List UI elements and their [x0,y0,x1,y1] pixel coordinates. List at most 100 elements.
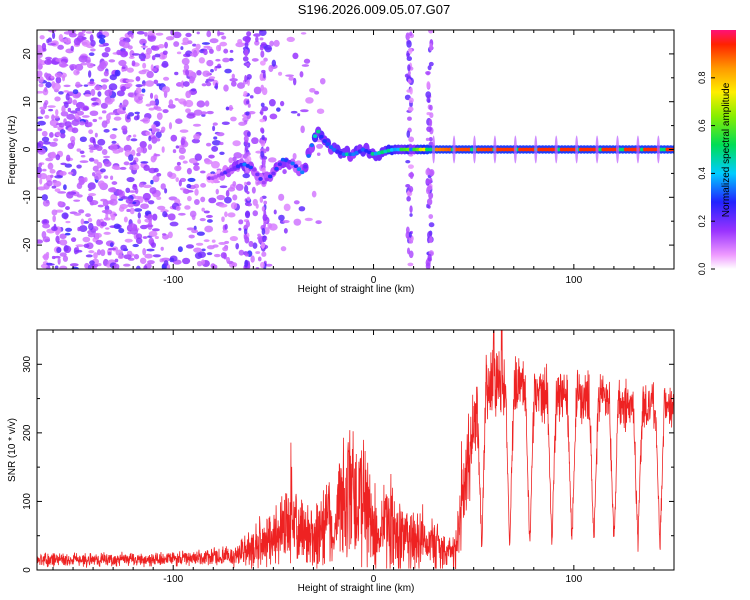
spectrogram-noise-blob [187,177,196,183]
spectrogram-noise-blob [75,244,85,248]
snr-x-tick-label: 0 [371,574,377,585]
spectrogram-noise-blob [148,107,155,111]
spectrogram-noise-blob [253,33,261,37]
spectrogram-noise-blob [127,92,134,98]
spectrogram-noise-blob [38,63,43,70]
spectrogram-noise-blob [160,209,169,213]
spectrogram-noise-blob [65,206,70,211]
spectrogram-noise-blob [82,220,90,224]
spectrogram-noise-blob [143,164,150,172]
spectrogram-noise-blob [109,74,117,81]
spectrogram-noise-blob [264,44,273,53]
spectrogram-noise-blob [39,106,46,110]
spectrogram-noise-blob [107,187,117,193]
spectrogram-noise-blob [57,191,67,194]
spectrogram-streak-blob [427,205,431,209]
spectrogram-streak-blob [261,167,266,174]
spectrogram-noise-blob [201,83,207,87]
spectrogram-noise-blob [85,254,93,258]
spectrogram-noise-blob [55,209,64,213]
spectrogram-noise-blob [286,36,295,42]
spectrogram-noise-blob [98,116,103,120]
spectrogram-streak-blob [244,36,251,44]
spectrogram-noise-blob [100,221,107,227]
spectrogram-trace-core [322,139,327,143]
spectrogram-trace-core [232,165,238,170]
spectrogram-noise-blob [167,231,173,239]
colorbar: 0.0 0.2 0.4 0.6 0.8 Normalized spectral ampl… [697,30,736,275]
spectrogram-noise-blob [89,34,94,42]
spectrogram-streak-blob [409,213,413,217]
spectrogram-noise-blob [195,242,204,246]
spectrogram-noise-blob [52,82,61,91]
spectrogram-noise-blob [158,43,165,49]
spectrogram-noise-blob [283,203,291,212]
spectrogram-streak-blob [262,213,268,221]
spectrogram-noise-blob [65,93,70,101]
spectrogram-streak-blob [407,116,412,121]
spectrogram-trace-core [418,147,424,152]
spectrogram-trace-core [495,147,500,152]
spectrogram-noise-blob [278,193,285,201]
spectrogram-noise-blob [196,100,206,108]
spectrogram-noise-blob [123,254,132,260]
spectrogram-noise-blob [51,185,57,189]
spectrogram-trace-core [392,147,398,152]
spectrogram-noise-blob [185,32,192,38]
spectrogram-noise-blob [126,67,134,73]
spectrogram-streak-blob [409,31,413,36]
spectrogram-noise-blob [146,47,152,55]
spectrogram-streak-blob [243,135,249,143]
spectrogram-noise-blob [228,157,233,164]
spectrogram-noise-blob [120,196,129,200]
spectrogram-trace-core [316,129,321,134]
spectrogram-noise-blob [62,255,69,262]
spectrogram-noise-blob [95,84,100,91]
spectrogram-noise-blob [67,171,74,175]
spectrogram-noise-blob [300,32,307,35]
spectrogram-noise-blob [150,179,154,185]
spectrogram-noise-blob [194,252,203,259]
spectrogram-noise-blob [92,118,98,123]
spectrogram-noise-blob [42,47,47,52]
colorbar-ticks: 0.0 0.2 0.4 0.6 0.8 [697,72,715,275]
spectrogram-trace-core [517,147,523,152]
spectrogram-streak-blob [246,62,250,67]
spectrogram-noise-blob [203,49,208,56]
spectrogram-noise-blob [97,180,105,188]
spectrogram-trace-core [283,158,289,163]
spectrogram-marks [37,30,674,269]
spectrogram-noise-blob [80,62,88,66]
spectrogram-noise-blob [98,38,106,45]
spectrogram-streak-blob [408,231,412,238]
spectrogram-noise-blob [154,235,159,240]
spectrogram-noise-blob [298,206,306,212]
spectrogram-trace-core [245,164,250,168]
spectrogram-streak-blob [263,200,268,205]
spectrogram-streak-blob [426,186,431,195]
spectrogram-noise-blob [314,90,320,95]
spectrogram-noise-blob [152,213,158,221]
spectrogram-noise-blob [100,102,108,109]
spectrogram-noise-blob [137,212,141,219]
spectrogram-streak-blob [246,191,250,195]
spectrogram-streak-blob [426,198,433,206]
spectrogram-noise-blob [169,257,175,263]
spectrogram-noise-blob [105,213,109,220]
spectrogram-noise-blob [156,108,163,112]
spectrogram-noise-blob [193,225,197,231]
spectrogram-noise-blob [229,49,234,53]
spectrogram-noise-blob [75,107,81,112]
spectrogram-streak-blob [246,131,251,138]
spectrogram-trace-core [367,150,372,155]
spectrogram-trace-core [226,169,231,173]
colorbar-tick-label: 0.6 [697,119,707,132]
spectrogram-trace-core [216,173,222,178]
spectrogram-trace-core [258,177,263,181]
spectrogram-noise-blob [88,188,92,192]
spectrogram-trace-core [521,147,526,152]
spectrogram-noise-blob [111,140,117,144]
spectrogram-noise-blob [128,33,133,38]
spectrogram-noise-blob [183,63,190,71]
spectrogram-noise-blob [224,223,228,230]
